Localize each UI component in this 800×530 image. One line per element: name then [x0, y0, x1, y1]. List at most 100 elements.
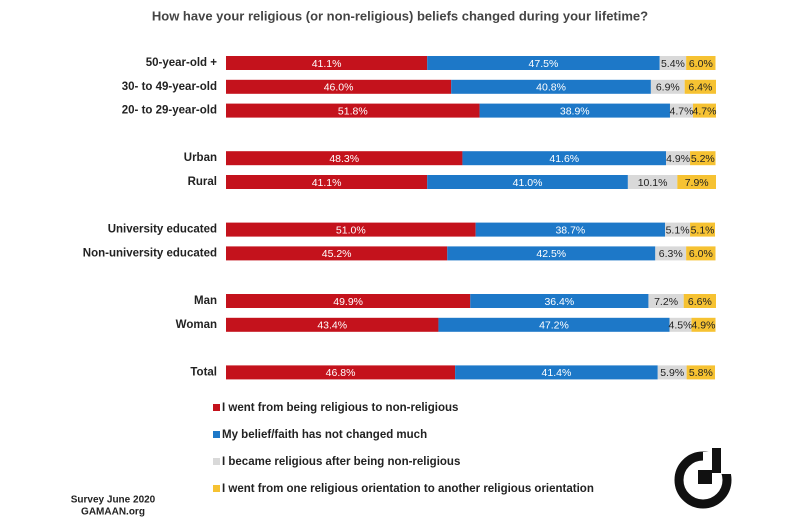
bar-segment	[684, 79, 716, 94]
value-label: 49.9%	[333, 296, 363, 308]
bar-segment	[427, 56, 660, 70]
category-label: Man	[194, 295, 217, 307]
bar-segment	[226, 103, 480, 118]
category-label: Urban	[184, 152, 217, 164]
value-label: 45.2%	[322, 248, 352, 260]
value-label: 5.2%	[691, 153, 715, 165]
category-label: Rural	[188, 176, 217, 188]
value-label: 42.5%	[536, 248, 566, 260]
value-label: 40.8%	[536, 82, 566, 94]
source-note: Survey June 2020	[71, 495, 156, 506]
bar-segment	[659, 56, 687, 70]
legend-label: I went from one religious orientation to…	[222, 483, 594, 495]
bar-segment	[657, 365, 687, 380]
bar-segment	[665, 222, 691, 237]
bar-segment	[427, 175, 628, 189]
legend-swatch	[213, 458, 220, 465]
category-label: University educated	[108, 224, 217, 236]
bar-segment	[686, 56, 716, 70]
value-label: 5.4%	[661, 58, 685, 70]
bar-segment	[677, 175, 716, 189]
value-label: 7.9%	[685, 177, 709, 189]
bar-segment	[462, 151, 667, 166]
bar-segment	[683, 294, 716, 308]
bar-segment	[226, 317, 439, 332]
value-label: 41.6%	[549, 153, 579, 165]
value-label: 5.9%	[660, 367, 684, 379]
bar-segment	[226, 56, 428, 70]
value-label: 41.0%	[513, 177, 543, 189]
bar-segment	[226, 175, 428, 189]
bar-segment	[627, 175, 678, 189]
bar-segment	[669, 103, 693, 118]
legend-swatch	[213, 404, 220, 411]
value-label: 47.2%	[539, 320, 569, 332]
value-label: 6.4%	[688, 82, 712, 94]
bar-segment	[226, 294, 471, 308]
value-label: 41.1%	[312, 58, 342, 70]
bar-segment	[669, 317, 692, 332]
value-label: 6.9%	[656, 82, 680, 94]
category-label: Non-university educated	[83, 247, 217, 259]
bar-segment	[455, 365, 658, 380]
category-label: 30- to 49-year-old	[122, 81, 217, 93]
value-label: 46.0%	[324, 82, 354, 94]
bar-segment	[686, 246, 716, 261]
value-label: 4.9%	[692, 320, 716, 332]
value-label: 6.3%	[659, 248, 683, 260]
value-label: 4.7%	[670, 105, 694, 117]
value-label: 51.8%	[338, 105, 368, 117]
chart-title: How have your religious (or non-religiou…	[152, 8, 648, 23]
bar-segment	[226, 246, 448, 261]
value-label: 43.4%	[317, 320, 347, 332]
value-label: 41.1%	[312, 177, 342, 189]
bar-segment	[686, 365, 716, 380]
legend-label: I became religious after being non-relig…	[222, 456, 460, 468]
value-label: 10.1%	[638, 177, 668, 189]
value-label: 5.1%	[691, 224, 715, 236]
value-label: 4.9%	[666, 153, 690, 165]
value-label: 4.7%	[693, 105, 717, 117]
category-label: Total	[190, 366, 217, 378]
value-label: 41.4%	[542, 367, 572, 379]
value-label: 4.5%	[669, 320, 693, 332]
category-label: 50-year-old +	[146, 57, 218, 69]
value-label: 7.2%	[654, 296, 678, 308]
bar-segment	[447, 246, 656, 261]
bar-segment	[650, 79, 685, 94]
bar-segment	[690, 222, 716, 237]
legend-swatch	[213, 431, 220, 438]
legend-label: I went from being religious to non-relig…	[222, 402, 458, 414]
bar-segment	[451, 79, 651, 94]
value-label: 6.6%	[688, 296, 712, 308]
value-label: 5.8%	[689, 367, 713, 379]
bar-segment	[691, 317, 716, 332]
value-label: 51.0%	[336, 224, 366, 236]
bar-segment	[479, 103, 670, 118]
bar-segment	[226, 79, 452, 94]
bar-segment	[692, 103, 716, 118]
category-label: Woman	[176, 319, 217, 331]
value-label: 6.0%	[689, 248, 713, 260]
value-label: 36.4%	[544, 296, 574, 308]
legend-swatch	[213, 485, 220, 492]
bar-segment	[226, 151, 463, 166]
value-label: 38.7%	[555, 224, 585, 236]
value-label: 46.8%	[326, 367, 356, 379]
bar-segment	[666, 151, 691, 166]
value-label: 48.3%	[329, 153, 359, 165]
source-note: GAMAAN.org	[81, 507, 145, 518]
bar-segment	[648, 294, 684, 308]
value-label: 47.5%	[529, 58, 559, 70]
logo	[674, 448, 732, 509]
bar-segment	[470, 294, 649, 308]
bar-segment	[226, 365, 456, 380]
bar-segment	[226, 222, 476, 237]
bar-segment	[690, 151, 716, 166]
bar-segment	[655, 246, 687, 261]
bar-segment	[438, 317, 670, 332]
value-label: 6.0%	[689, 58, 713, 70]
legend-label: My belief/faith has not changed much	[222, 429, 427, 441]
category-label: 20- to 29-year-old	[122, 105, 217, 117]
